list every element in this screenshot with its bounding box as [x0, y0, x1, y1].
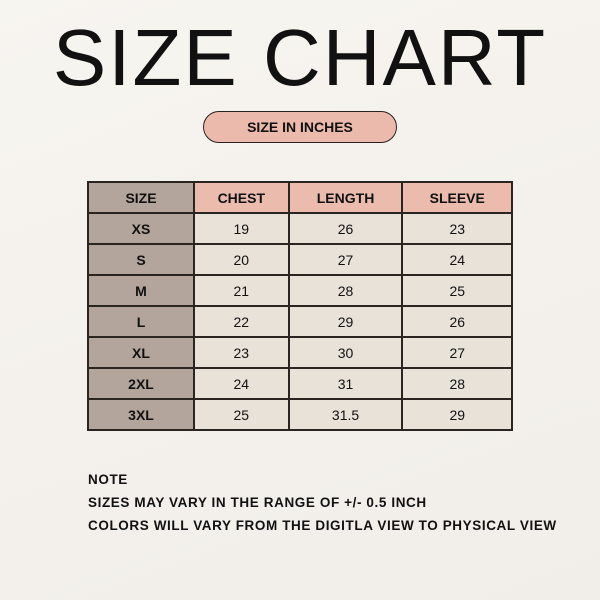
page-title: SIZE CHART [52, 13, 548, 102]
cell-sleeve: 24 [401, 243, 513, 276]
header-size: SIZE [87, 181, 195, 214]
cell-sleeve: 28 [401, 367, 513, 400]
table-row: L 22 29 26 [87, 305, 513, 338]
cell-length: 31 [287, 367, 404, 400]
note-color-variance: COLORS WILL VARY FROM THE DIGITLA VIEW T… [88, 518, 557, 533]
cell-size: 3XL [87, 398, 195, 431]
size-table: SIZE CHEST LENGTH SLEEVE XS 19 26 23 S 20 27 24… [87, 181, 513, 431]
cell-chest: 20 [193, 243, 290, 276]
table-row: M 21 28 25 [87, 274, 513, 307]
cell-size: S [87, 243, 195, 276]
cell-length: 30 [287, 336, 404, 369]
cell-sleeve: 27 [401, 336, 513, 369]
cell-size: M [87, 274, 195, 307]
cell-chest: 24 [193, 367, 290, 400]
header-length: LENGTH [287, 181, 404, 214]
table-row: S 20 27 24 [87, 243, 513, 276]
cell-length: 26 [287, 212, 404, 245]
note-size-variance: SIZES MAY VARY IN THE RANGE OF +/- 0.5 I… [88, 495, 427, 510]
table-row: 2XL 24 31 28 [87, 367, 513, 400]
cell-size: 2XL [87, 367, 195, 400]
notes: NOTE SIZES MAY VARY IN THE RANGE OF +/- … [88, 472, 557, 541]
cell-chest: 23 [193, 336, 290, 369]
cell-chest: 22 [193, 305, 290, 338]
cell-chest: 19 [193, 212, 290, 245]
table-row: 3XL 25 31.5 29 [87, 398, 513, 431]
header-chest: CHEST [193, 181, 290, 214]
cell-length: 27 [287, 243, 404, 276]
note-heading: NOTE [88, 472, 128, 487]
cell-chest: 21 [193, 274, 290, 307]
cell-size: XL [87, 336, 195, 369]
unit-badge: SIZE IN INCHES [203, 111, 397, 143]
cell-size: L [87, 305, 195, 338]
table-row: XS 19 26 23 [87, 212, 513, 245]
cell-sleeve: 25 [401, 274, 513, 307]
cell-length: 28 [287, 274, 404, 307]
cell-sleeve: 29 [401, 398, 513, 431]
table-row: XL 23 30 27 [87, 336, 513, 369]
cell-chest: 25 [193, 398, 290, 431]
header-sleeve: SLEEVE [401, 181, 513, 214]
cell-sleeve: 26 [401, 305, 513, 338]
table-header-row: SIZE CHEST LENGTH SLEEVE [87, 181, 513, 214]
cell-size: XS [87, 212, 195, 245]
cell-sleeve: 23 [401, 212, 513, 245]
cell-length: 31.5 [287, 398, 404, 431]
cell-length: 29 [287, 305, 404, 338]
